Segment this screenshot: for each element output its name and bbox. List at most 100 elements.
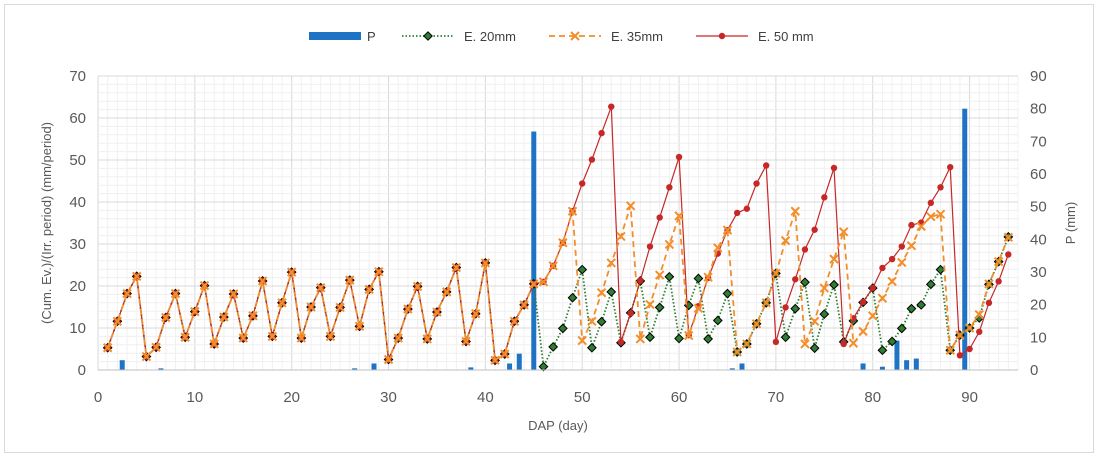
y-right-tick-label: 0 [1030, 362, 1038, 379]
point-e35 [616, 231, 626, 242]
point-e35 [897, 257, 907, 268]
point-e35 [819, 283, 830, 293]
point-e35 [703, 272, 713, 282]
point-e50 [859, 298, 867, 306]
point-e35 [451, 262, 462, 273]
point-e35 [548, 261, 558, 271]
point-e35 [887, 276, 897, 287]
point-e50 [718, 32, 726, 40]
point-e20 [906, 303, 917, 314]
point-e35 [780, 235, 791, 246]
point-e35 [906, 240, 917, 251]
precip-bar [507, 363, 513, 370]
point-e35 [286, 267, 297, 277]
point-e35 [838, 227, 849, 237]
x-tick-label: 30 [380, 389, 397, 406]
legend-label: E. 20mm [464, 29, 516, 44]
x-tick-label: 80 [864, 389, 881, 406]
point-e35 [257, 276, 268, 286]
precip-bar [860, 363, 866, 370]
point-e35 [587, 316, 597, 326]
point-e35 [742, 339, 752, 349]
y-left-tick-label: 20 [69, 278, 86, 295]
point-e35 [519, 300, 529, 310]
y-right-tick-label: 60 [1030, 166, 1047, 183]
point-e35 [267, 331, 278, 342]
point-e20 [703, 334, 714, 344]
point-e20 [548, 341, 559, 352]
point-e35 [112, 316, 123, 326]
gridlines [97, 75, 1019, 371]
point-e35 [422, 334, 432, 344]
point-e35 [664, 239, 675, 250]
point-e20 [423, 31, 433, 41]
point-e35 [761, 298, 771, 308]
point-e35 [383, 354, 394, 365]
point-e35 [122, 288, 132, 299]
point-e20 [916, 299, 927, 310]
y-left-tick-label: 30 [69, 236, 86, 253]
point-e35 [180, 332, 190, 342]
point-e20 [935, 264, 946, 275]
x-tick-label: 60 [671, 389, 688, 406]
y-right-tick-label: 50 [1030, 199, 1047, 216]
point-e35 [316, 282, 326, 293]
point-e35 [935, 209, 946, 219]
point-e35 [480, 258, 491, 268]
point-e20 [887, 336, 898, 347]
y-right-tick-label: 70 [1030, 133, 1047, 150]
point-e50 [617, 338, 625, 346]
point-e20 [654, 302, 665, 313]
point-e35 [306, 302, 316, 312]
point-e50 [937, 184, 944, 191]
point-e35 [945, 345, 955, 355]
point-e35 [722, 225, 733, 235]
series-line [106, 205, 1010, 363]
y-left-tick-label: 0 [78, 362, 86, 379]
point-e50 [588, 156, 596, 163]
point-e50 [637, 277, 644, 284]
point-e50 [821, 194, 828, 201]
point-e35 [102, 343, 113, 353]
point-e35 [354, 321, 365, 332]
point-e35 [199, 280, 210, 291]
point-e50 [666, 184, 673, 191]
point-e35 [325, 331, 336, 342]
point-e20 [780, 332, 791, 343]
point-e20 [925, 279, 936, 290]
y-right-tick-label: 30 [1030, 264, 1047, 281]
point-e35 [654, 270, 665, 280]
point-e20 [674, 333, 684, 344]
point-e50 [840, 340, 847, 348]
point-e35 [335, 302, 345, 313]
x-tick-label: 10 [186, 389, 203, 406]
point-e20 [877, 345, 888, 356]
point-e20 [538, 361, 549, 372]
point-e35 [209, 339, 219, 349]
point-e35 [393, 333, 403, 343]
point-e35 [248, 311, 258, 321]
point-e35 [713, 243, 723, 253]
point-e35 [170, 288, 181, 299]
y-right-tick-label: 80 [1030, 101, 1047, 118]
point-e50 [579, 180, 586, 187]
x-tick-label: 0 [94, 389, 102, 406]
point-e35 [238, 333, 248, 343]
point-e50 [743, 205, 751, 212]
x-tick-label: 50 [574, 389, 591, 406]
point-e20 [829, 279, 839, 290]
legend: P E. 20mm E. 35mm E. 50 mm [309, 29, 814, 44]
series-lines [102, 103, 1014, 372]
point-e35 [374, 267, 384, 277]
y-right-tick-label: 40 [1030, 231, 1047, 248]
point-e35 [984, 279, 994, 289]
point-e50 [956, 352, 964, 359]
point-e35 [277, 298, 287, 308]
point-e50 [627, 310, 634, 317]
point-e35 [790, 206, 800, 216]
precip-bar [962, 108, 968, 371]
point-e35 [364, 284, 374, 295]
point-e20 [645, 332, 655, 343]
point-e50 [985, 299, 993, 306]
point-e35 [674, 211, 684, 221]
